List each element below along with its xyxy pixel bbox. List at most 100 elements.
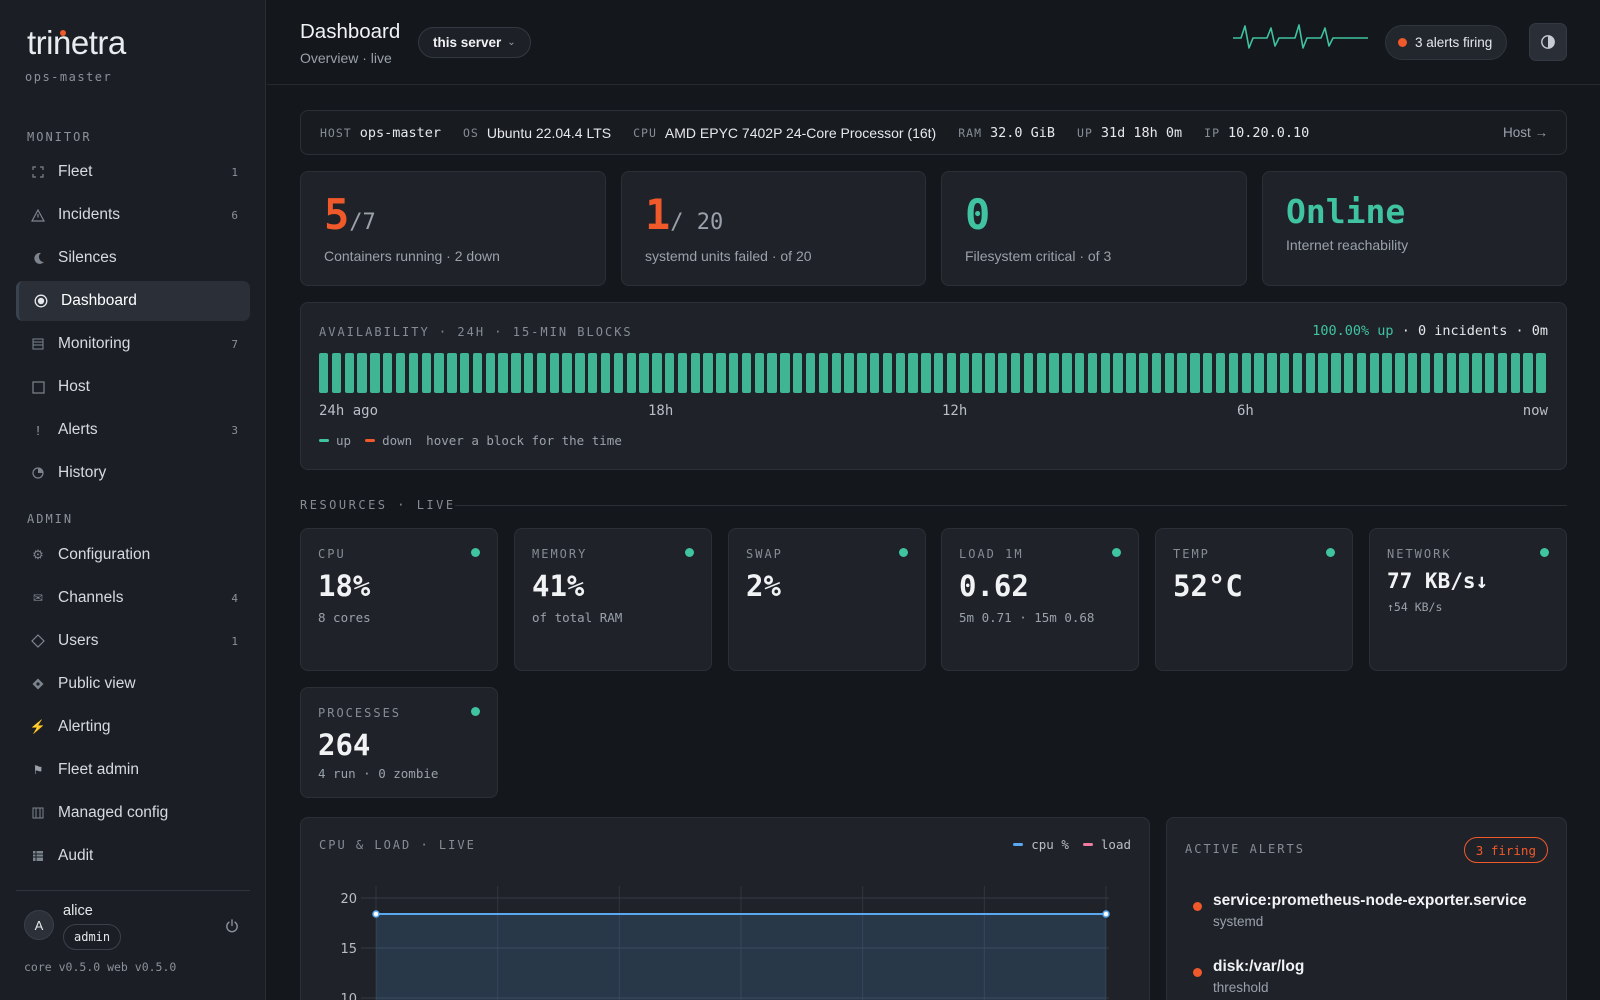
availability-block[interactable] xyxy=(857,353,867,393)
temp-resource-card[interactable]: TEMP 52°C xyxy=(1155,528,1353,671)
sidebar-item-managed-config[interactable]: Managed config xyxy=(16,793,250,833)
availability-block[interactable] xyxy=(1318,353,1328,393)
availability-block[interactable] xyxy=(344,353,355,393)
availability-block[interactable] xyxy=(1433,353,1444,393)
availability-block[interactable] xyxy=(549,353,560,393)
network-resource-card[interactable]: NETWORK 77 KB/s↓ ↑54 KB/s xyxy=(1369,528,1567,671)
availability-block[interactable] xyxy=(1331,353,1341,393)
availability-block[interactable] xyxy=(1292,353,1303,393)
availability-block[interactable] xyxy=(1254,353,1264,393)
availability-block[interactable] xyxy=(1228,353,1239,393)
availability-block[interactable] xyxy=(1420,353,1431,393)
availability-block[interactable] xyxy=(626,353,636,393)
internet-card[interactable]: Online Internet reachability xyxy=(1262,171,1567,286)
availability-block[interactable] xyxy=(1279,353,1290,393)
availability-block[interactable] xyxy=(1369,353,1380,393)
availability-block[interactable] xyxy=(946,353,957,393)
availability-block[interactable] xyxy=(1305,353,1315,393)
availability-block[interactable] xyxy=(754,353,765,393)
avatar[interactable]: A xyxy=(24,910,54,940)
logo[interactable]: trinetra xyxy=(27,24,126,61)
sidebar-item-users[interactable]: Users 1 xyxy=(16,621,250,661)
availability-block[interactable] xyxy=(1408,353,1418,393)
availability-block[interactable] xyxy=(1536,353,1546,393)
availability-block[interactable] xyxy=(498,353,508,393)
swap-resource-card[interactable]: SWAP 2% xyxy=(728,528,926,671)
availability-block[interactable] xyxy=(882,353,893,393)
availability-block[interactable] xyxy=(639,353,649,393)
availability-block[interactable] xyxy=(741,353,752,393)
availability-block[interactable] xyxy=(767,353,777,393)
availability-block[interactable] xyxy=(1523,353,1533,393)
sidebar-item-alerting[interactable]: ⚡ Alerting xyxy=(16,707,250,747)
availability-block[interactable] xyxy=(613,353,624,393)
availability-block[interactable] xyxy=(1459,353,1469,393)
availability-block[interactable] xyxy=(1139,353,1149,393)
availability-block[interactable] xyxy=(1510,353,1520,393)
sidebar-item-dashboard[interactable]: Dashboard xyxy=(16,281,250,321)
availability-block[interactable] xyxy=(703,353,713,393)
availability-block[interactable] xyxy=(1241,353,1251,393)
sidebar-item-fleet-admin[interactable]: ⚑ Fleet admin xyxy=(16,750,250,790)
cpu-resource-card[interactable]: CPU 18% 8 cores xyxy=(300,528,498,671)
containers-card[interactable]: 5/7 Containers running · 2 down xyxy=(300,171,606,286)
sidebar-item-alerts[interactable]: ! Alerts 3 xyxy=(16,410,250,450)
availability-block[interactable] xyxy=(524,353,534,393)
availability-block[interactable] xyxy=(408,353,419,393)
cpu-load-chart[interactable]: 20 15 10 xyxy=(301,818,1150,1000)
availability-block[interactable] xyxy=(690,353,700,393)
availability-block[interactable] xyxy=(1472,353,1482,393)
server-select[interactable]: this server ⌄ xyxy=(418,27,531,58)
availability-block[interactable] xyxy=(1036,353,1046,393)
sidebar-item-incidents[interactable]: Incidents 6 xyxy=(16,195,250,235)
availability-block[interactable] xyxy=(844,353,854,393)
availability-block[interactable] xyxy=(1356,353,1367,393)
availability-block[interactable] xyxy=(1382,353,1392,393)
availability-block[interactable] xyxy=(370,353,380,393)
availability-block[interactable] xyxy=(1497,353,1508,393)
availability-block[interactable] xyxy=(319,353,329,393)
availability-block[interactable] xyxy=(1164,353,1175,393)
load-resource-card[interactable]: LOAD 1M 0.62 5m 0.71 · 15m 0.68 xyxy=(941,528,1139,671)
availability-block[interactable] xyxy=(1049,353,1059,393)
availability-block[interactable] xyxy=(716,353,726,393)
availability-block[interactable] xyxy=(1203,353,1213,393)
availability-block[interactable] xyxy=(395,353,406,393)
availability-block[interactable] xyxy=(1062,353,1072,393)
host-link[interactable]: Host → xyxy=(1502,125,1548,140)
availability-block[interactable] xyxy=(1215,353,1226,393)
systemd-card[interactable]: 1/ 20 systemd units failed · of 20 xyxy=(621,171,926,286)
availability-block[interactable] xyxy=(562,353,572,393)
availability-block[interactable] xyxy=(575,353,585,393)
availability-block[interactable] xyxy=(1267,353,1277,393)
availability-block[interactable] xyxy=(1113,353,1123,393)
sidebar-item-monitoring[interactable]: Monitoring 7 xyxy=(16,324,250,364)
availability-block[interactable] xyxy=(729,353,739,393)
sidebar-item-public-view[interactable]: Public view xyxy=(16,664,250,704)
availability-block[interactable] xyxy=(485,353,495,393)
availability-block[interactable] xyxy=(459,353,470,393)
availability-block[interactable] xyxy=(600,353,611,393)
availability-block[interactable] xyxy=(780,353,790,393)
sidebar-item-history[interactable]: History xyxy=(16,453,250,493)
availability-block[interactable] xyxy=(588,353,598,393)
sidebar-item-channels[interactable]: ✉ Channels 4 xyxy=(16,578,250,618)
availability-block[interactable] xyxy=(934,353,944,393)
availability-block[interactable] xyxy=(998,353,1008,393)
availability-block[interactable] xyxy=(793,353,803,393)
alerts-firing-pill[interactable]: 3 alerts firing xyxy=(1385,25,1508,60)
availability-block[interactable] xyxy=(1074,353,1085,393)
availability-block[interactable] xyxy=(664,353,675,393)
sidebar-item-audit[interactable]: Audit xyxy=(16,836,250,876)
availability-block[interactable] xyxy=(1395,353,1405,393)
availability-block[interactable] xyxy=(1087,353,1098,393)
availability-block[interactable] xyxy=(831,353,841,393)
availability-block[interactable] xyxy=(869,353,880,393)
availability-block[interactable] xyxy=(1446,353,1456,393)
availability-block[interactable] xyxy=(447,353,457,393)
availability-block[interactable] xyxy=(895,353,905,393)
availability-block[interactable] xyxy=(921,353,931,393)
availability-block[interactable] xyxy=(434,353,444,393)
availability-block[interactable] xyxy=(472,353,483,393)
availability-block[interactable] xyxy=(908,353,918,393)
